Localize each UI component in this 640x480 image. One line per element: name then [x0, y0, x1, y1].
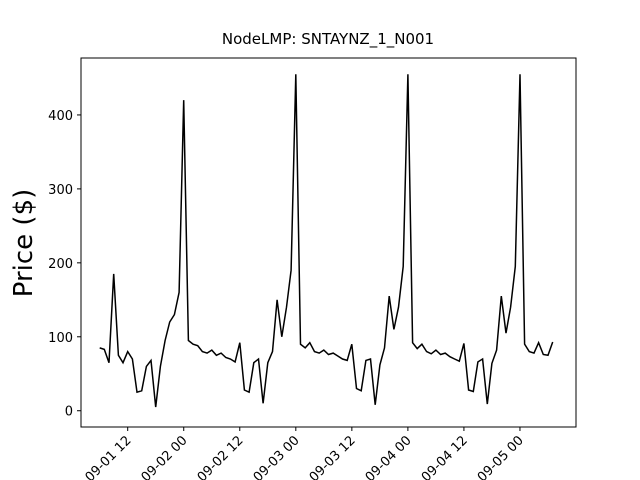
- x-tick-label: 09-02 00: [139, 433, 191, 480]
- chart-title: NodeLMP: SNTAYNZ_1_N001: [222, 30, 434, 49]
- axes-frame: [80, 57, 577, 428]
- y-axis-label: Price ($): [9, 189, 39, 298]
- y-tick-label: 400: [48, 109, 73, 124]
- x-tick-label: 09-03 00: [251, 433, 303, 480]
- x-tick-label: 09-02 12: [195, 433, 247, 480]
- x-tick-label: 09-05 00: [475, 433, 527, 480]
- price-line: [99, 74, 554, 408]
- y-tick-label: 0: [65, 405, 73, 420]
- y-tick-label: 300: [48, 183, 73, 198]
- x-tick-label: 09-04 12: [419, 433, 471, 480]
- y-tick-label: 100: [48, 331, 73, 346]
- x-tick-label: 09-04 00: [363, 433, 415, 480]
- x-tick-label: 09-01 12: [83, 433, 135, 480]
- x-tick-label: 09-03 12: [307, 433, 359, 480]
- y-tick-label: 200: [48, 257, 73, 272]
